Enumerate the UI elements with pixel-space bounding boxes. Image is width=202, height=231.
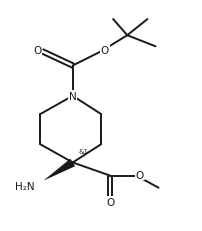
Text: O: O [106, 197, 114, 207]
Text: O: O [136, 170, 144, 180]
Text: H₂N: H₂N [15, 181, 35, 191]
Text: O: O [101, 46, 109, 55]
Text: O: O [33, 46, 41, 55]
Polygon shape [43, 159, 75, 181]
Text: &1: &1 [79, 149, 89, 155]
Text: N: N [69, 91, 77, 101]
